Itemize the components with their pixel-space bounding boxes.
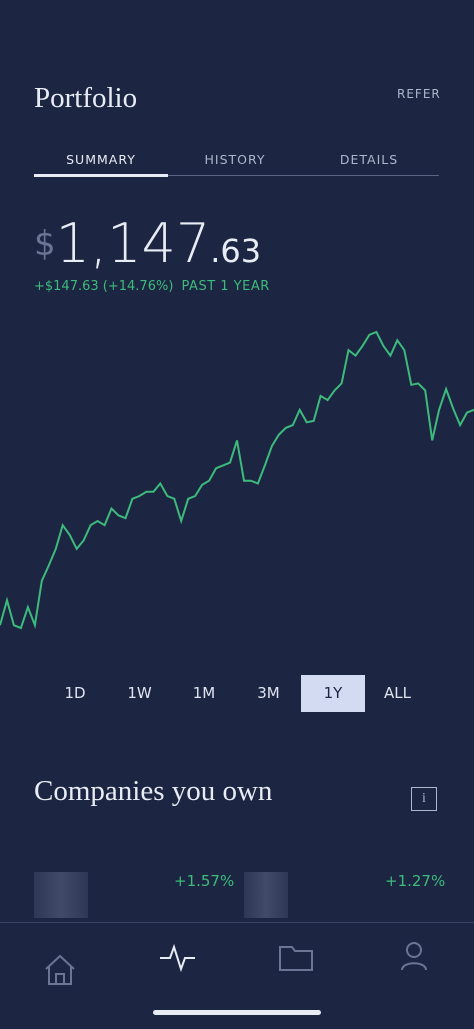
tab[interactable]: DETAILS (339, 152, 399, 167)
tab[interactable]: HISTORY (204, 152, 266, 167)
balance-fraction: .63 (210, 232, 262, 270)
change-percent: (+14.76%) (102, 279, 174, 294)
range-button[interactable]: ALL (384, 684, 411, 702)
currency: $ (34, 224, 56, 264)
activity-icon[interactable] (160, 943, 195, 973)
range-button[interactable]: 1Y (301, 675, 365, 712)
holding-change[interactable]: +1.27% (385, 872, 446, 890)
info-button[interactable]: i (411, 787, 437, 811)
tab-divider (34, 175, 439, 176)
change-period: PAST 1 YEAR (181, 279, 270, 294)
home-icon[interactable] (45, 954, 75, 985)
range-button[interactable]: 1M (192, 684, 216, 702)
nav-icons (45, 942, 427, 1015)
home-indicator (153, 1010, 321, 1015)
change-row: +$147.63 (+14.76%) PAST 1 YEAR (34, 279, 270, 294)
company-logo-blurred (244, 872, 288, 918)
section-title: Companies you own (34, 775, 273, 807)
price-line (0, 330, 474, 630)
tab-indicator (34, 174, 168, 177)
balance-whole: 1,147 (55, 212, 211, 275)
range-button[interactable]: 1W (127, 684, 152, 702)
tab[interactable]: SUMMARY (66, 152, 136, 167)
portfolio-chart (0, 330, 474, 630)
profile-icon[interactable] (406, 942, 422, 958)
change-amount: +$147.63 (34, 279, 99, 294)
company-logo-blurred (34, 872, 88, 918)
bottom-nav (0, 922, 474, 1025)
page-title: Portfolio (34, 82, 138, 114)
refer-link[interactable]: REFER (397, 87, 441, 101)
holding-change[interactable]: +1.57% (174, 872, 235, 890)
range-button[interactable]: 3M (257, 684, 280, 702)
range-button[interactable]: 1D (64, 684, 86, 702)
folder-icon[interactable] (279, 946, 313, 971)
balance: $1,147.63 (34, 212, 261, 275)
